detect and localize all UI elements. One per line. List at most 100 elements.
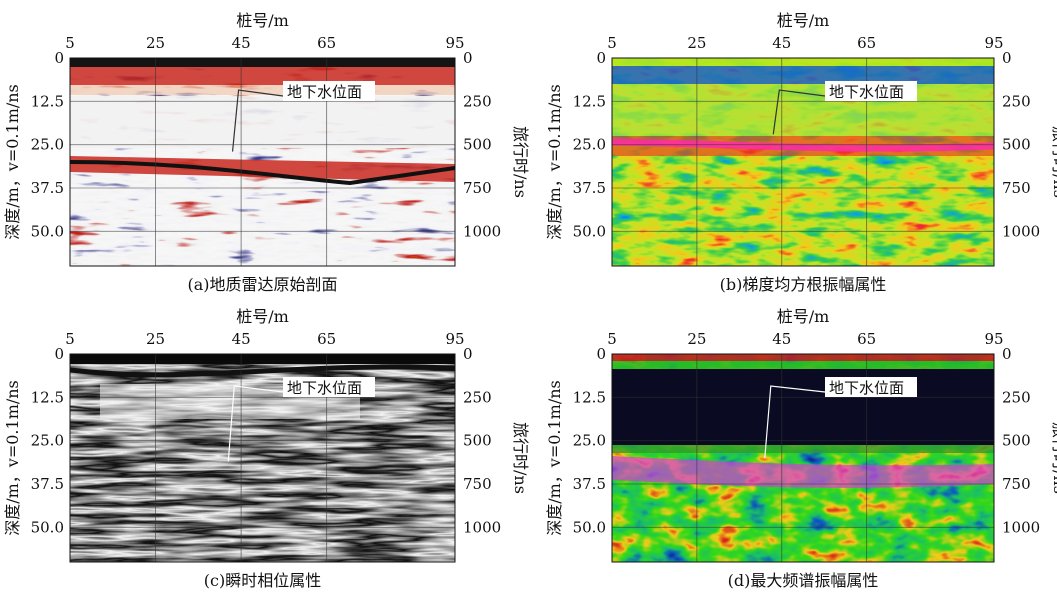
groundwater-annotation: 地下水位面 <box>764 377 917 459</box>
x-tick-label: 65 <box>317 34 336 52</box>
y-left-axis-label: 深度/m，v=0.1m/ns <box>3 84 22 240</box>
plot-frame <box>611 57 995 267</box>
y-left-tick-label: 50.0 <box>31 222 64 240</box>
y-right-tick-label: 500 <box>1002 432 1031 450</box>
plot-frame <box>69 353 456 563</box>
annotation-box <box>825 81 917 101</box>
y-right-tick-label: 250 <box>1002 388 1031 406</box>
y-right-tick-label: 0 <box>463 49 473 67</box>
panel-caption: (c)瞬时相位属性 <box>204 571 321 590</box>
y-right-tick-label: 1000 <box>1002 518 1040 536</box>
x-tick-label: 5 <box>65 34 75 52</box>
panel-caption: (a)地质雷达原始剖面 <box>187 275 337 294</box>
x-tick-label: 45 <box>232 34 251 52</box>
y-left-tick-label: 12.5 <box>31 388 64 406</box>
x-tick-label: 5 <box>607 330 617 348</box>
groundwater-annotation: 地下水位面 <box>231 81 375 152</box>
annotation-box <box>825 377 917 397</box>
plot-frame <box>69 57 456 267</box>
panel-b: 5 25 45 65 95 桩号/m 0 12.5 25.0 37.5 50.0 0 250 500 750… <box>545 11 1057 294</box>
y-left-tick-label: 37.5 <box>31 475 64 493</box>
annotation-leader-line <box>764 385 826 459</box>
y-right-tick-label: 500 <box>463 432 492 450</box>
y-left-tick-label: 50.0 <box>573 222 606 240</box>
y-right-tick-label: 750 <box>463 179 492 197</box>
y-left-tick-label: 25.0 <box>31 136 64 154</box>
groundwater-annotation: 地下水位面 <box>227 377 375 462</box>
panel-caption: (d)最大频谱振幅属性 <box>728 571 879 590</box>
x-tick-label: 45 <box>772 330 791 348</box>
y-right-tick-label: 1000 <box>1002 222 1040 240</box>
annotation-text: 地下水位面 <box>287 83 362 101</box>
panel-c: 5 25 45 65 95 桩号/m 0 12.5 25.0 37.5 50.0 0 250 500 750… <box>3 307 530 590</box>
x-tick-label: 95 <box>445 34 464 52</box>
annotation-text: 地下水位面 <box>829 83 904 101</box>
annotation-leader-line <box>227 385 284 462</box>
y-right-axis-label: 旅行时/ns <box>1050 422 1057 494</box>
y-left-tick-label: 50.0 <box>31 518 64 536</box>
x-tick-label: 5 <box>65 330 75 348</box>
annotation-box <box>283 377 375 397</box>
heatmap-image <box>612 354 994 562</box>
x-tick-label: 25 <box>146 330 165 348</box>
x-tick-label: 45 <box>232 330 251 348</box>
y-left-tick-label: 37.5 <box>573 179 606 197</box>
groundwater-annotation: 地下水位面 <box>772 81 917 135</box>
annotation-leader-line <box>772 89 826 135</box>
x-tick-label: 25 <box>687 34 706 52</box>
plot-frame <box>611 353 995 563</box>
y-left-axis-label: 深度/m，v=0.1m/ns <box>545 84 564 240</box>
x-tick-label: 5 <box>607 34 617 52</box>
y-right-tick-label: 250 <box>463 388 492 406</box>
y-right-axis-label: 旅行时/ns <box>511 422 530 494</box>
heatmap-image <box>70 354 455 562</box>
y-right-tick-label: 500 <box>1002 136 1031 154</box>
y-left-tick-label: 0 <box>596 345 606 363</box>
y-right-tick-label: 750 <box>1002 179 1031 197</box>
y-right-tick-label: 750 <box>1002 475 1031 493</box>
y-left-tick-label: 0 <box>54 345 64 363</box>
y-left-axis-label: 深度/m，v=0.1m/ns <box>3 380 22 536</box>
panel-a: 5 25 45 65 95 桩号/m 0 12.5 25.0 37.5 50.0 0 250 500 750… <box>3 11 530 294</box>
x-tick-label: 95 <box>984 330 1003 348</box>
y-left-tick-label: 12.5 <box>573 92 606 110</box>
x-tick-label: 25 <box>687 330 706 348</box>
y-left-tick-label: 25.0 <box>573 432 606 450</box>
y-left-tick-label: 12.5 <box>31 92 64 110</box>
y-right-tick-label: 0 <box>463 345 473 363</box>
y-left-tick-label: 25.0 <box>573 136 606 154</box>
y-left-tick-label: 0 <box>54 49 64 67</box>
annotation-text: 地下水位面 <box>287 379 362 397</box>
annotation-leader-line <box>231 89 284 152</box>
x-axis-label: 桩号/m <box>777 11 830 30</box>
y-right-tick-label: 750 <box>463 475 492 493</box>
x-tick-label: 95 <box>984 34 1003 52</box>
x-tick-label: 65 <box>857 330 876 348</box>
y-left-tick-label: 25.0 <box>31 432 64 450</box>
x-axis-label: 桩号/m <box>236 307 289 326</box>
y-right-tick-label: 500 <box>463 136 492 154</box>
y-left-axis-label: 深度/m，v=0.1m/ns <box>545 380 564 536</box>
y-right-tick-label: 0 <box>1002 49 1012 67</box>
y-right-tick-label: 250 <box>463 92 492 110</box>
y-left-tick-label: 12.5 <box>573 388 606 406</box>
panel-d: 5 25 45 65 95 桩号/m 0 12.5 25.0 37.5 50.0 0 250 500 750… <box>545 307 1057 590</box>
x-axis-label: 桩号/m <box>236 11 289 30</box>
annotation-text: 地下水位面 <box>829 379 904 397</box>
annotation-box <box>283 81 375 101</box>
y-right-tick-label: 1000 <box>463 518 501 536</box>
y-left-tick-label: 37.5 <box>573 475 606 493</box>
x-tick-label: 45 <box>772 34 791 52</box>
panel-caption: (b)梯度均方根振幅属性 <box>720 275 887 294</box>
heatmap-image <box>612 58 994 266</box>
y-right-tick-label: 1000 <box>463 222 501 240</box>
y-left-tick-label: 37.5 <box>31 179 64 197</box>
y-right-tick-label: 250 <box>1002 92 1031 110</box>
x-tick-label: 25 <box>146 34 165 52</box>
y-left-tick-label: 50.0 <box>573 518 606 536</box>
x-tick-label: 65 <box>317 330 336 348</box>
y-right-axis-label: 旅行时/ns <box>511 126 530 198</box>
heatmap-image <box>70 58 455 266</box>
y-left-tick-label: 0 <box>596 49 606 67</box>
